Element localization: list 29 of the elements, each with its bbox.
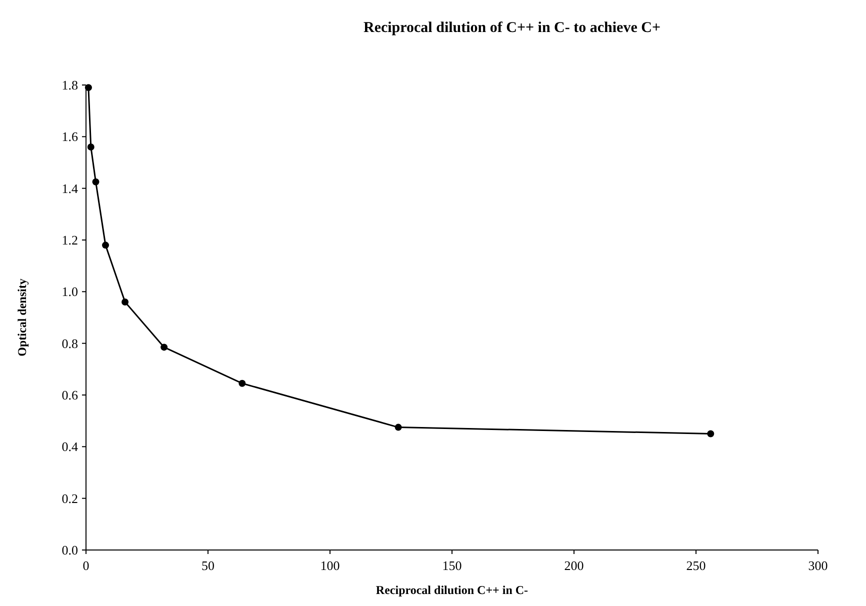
y-tick-label: 1.0	[62, 284, 78, 300]
y-tick-label: 0.0	[62, 542, 78, 558]
y-tick-label: 1.8	[62, 78, 78, 92]
y-tick-label: 0.4	[62, 439, 78, 454]
x-tick-label: 0	[82, 558, 90, 573]
point	[102, 242, 110, 249]
point	[84, 84, 92, 92]
x-tick-label: 250	[686, 558, 706, 573]
y-axis-title: Optical density	[15, 278, 29, 356]
x-tick-label: 200	[564, 558, 584, 573]
x-tick-label: 50	[202, 558, 214, 573]
point	[92, 178, 100, 186]
y-tick-label: 1.6	[62, 129, 78, 144]
y-tick-label: 0.6	[62, 388, 78, 402]
x-tick-label: 150	[442, 558, 462, 573]
chart-title: Reciprocal dilution of C++ in C- to achieve C+	[363, 20, 661, 36]
point	[394, 424, 402, 431]
point	[122, 298, 129, 306]
point	[238, 380, 246, 387]
y-tick-label: 0.8	[62, 336, 78, 351]
point	[707, 430, 714, 438]
point	[87, 144, 94, 150]
y-tick-label: 0.2	[62, 490, 78, 506]
x-axis-title: Reciprocal dilution C++ in C-	[376, 583, 528, 597]
y-tick-label: 1.4	[62, 180, 78, 196]
point	[160, 344, 168, 351]
y-tick-label: 1.2	[62, 232, 78, 248]
x-tick-label: 100	[320, 558, 340, 573]
x-tick-label: 300	[808, 558, 828, 573]
